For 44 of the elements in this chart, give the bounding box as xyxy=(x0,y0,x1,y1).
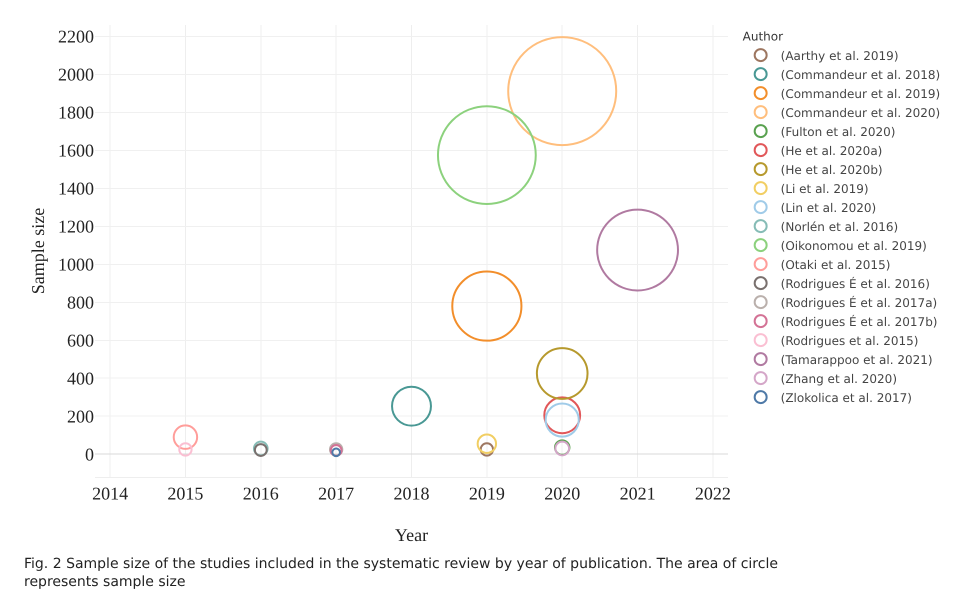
y-tick-label: 1400 xyxy=(58,178,94,199)
y-axis-title: Sample size xyxy=(28,208,48,294)
legend-label: (Zhang et al. 2020) xyxy=(780,372,898,386)
caption: Fig. 2 Sample size of the studies included in the systematic review by year of publication. The area of circle represents sample size xyxy=(24,556,778,590)
y-tick-label: 400 xyxy=(67,368,94,389)
x-tick-label: 2018 xyxy=(394,484,430,504)
y-tick-label: 2200 xyxy=(58,26,94,47)
y-tick-label: 2000 xyxy=(58,64,94,85)
legend-label: (Commandeur et al. 2019) xyxy=(780,86,940,101)
x-tick-label: 2020 xyxy=(544,484,580,504)
x-tick-label: 2016 xyxy=(242,484,279,504)
legend-label: (Norlén et al. 2016) xyxy=(780,220,898,234)
legend-title: Author xyxy=(742,30,784,44)
legend-label: (Commandeur et al. 2018) xyxy=(780,68,940,82)
y-tick-label: 1200 xyxy=(58,216,94,237)
y-tick-label: 1000 xyxy=(58,254,94,275)
legend-label: (Lin et al. 2020) xyxy=(780,200,876,215)
x-tick-label: 2021 xyxy=(620,484,656,504)
y-tick-label: 600 xyxy=(67,330,94,351)
legend-label: (Aarthy et al. 2019) xyxy=(780,48,899,63)
x-tick-label: 2022 xyxy=(694,484,731,504)
legend-label: (He et al. 2020a) xyxy=(780,144,882,158)
legend-label: (Otaki et al. 2015) xyxy=(780,258,890,272)
legend-label: (Rodrigues et al. 2015) xyxy=(780,334,918,348)
y-tick-label: 1800 xyxy=(58,102,94,123)
legend-label: (Oikonomou et al. 2019) xyxy=(780,238,927,253)
legend-label: (Li et al. 2019) xyxy=(780,182,869,196)
y-tick-label: 1600 xyxy=(58,140,94,161)
x-tick-label: 2019 xyxy=(468,484,505,504)
x-tick-label: 2015 xyxy=(167,484,204,504)
legend-label: (He et al. 2020b) xyxy=(780,162,883,177)
legend-label: (Rodrigues É et al. 2016) xyxy=(780,276,930,291)
x-tick-label: 2017 xyxy=(318,484,354,504)
x-tick-label: 2014 xyxy=(92,484,128,504)
legend-label: (Fulton et al. 2020) xyxy=(780,124,896,139)
y-tick-label: 200 xyxy=(67,406,94,427)
y-tick-label: 0 xyxy=(85,444,94,465)
x-axis-title: Year xyxy=(394,525,428,545)
y-tick-label: 800 xyxy=(67,292,94,313)
legend-label: (Tamarappoo et al. 2021) xyxy=(780,352,933,367)
legend-label: (Commandeur et al. 2020) xyxy=(780,106,940,120)
legend-label: (Rodrigues É et al. 2017b) xyxy=(780,314,938,329)
legend-label: (Rodrigues É et al. 2017a) xyxy=(780,294,938,310)
legend-label: (Zlokolica et al. 2017) xyxy=(780,390,912,405)
